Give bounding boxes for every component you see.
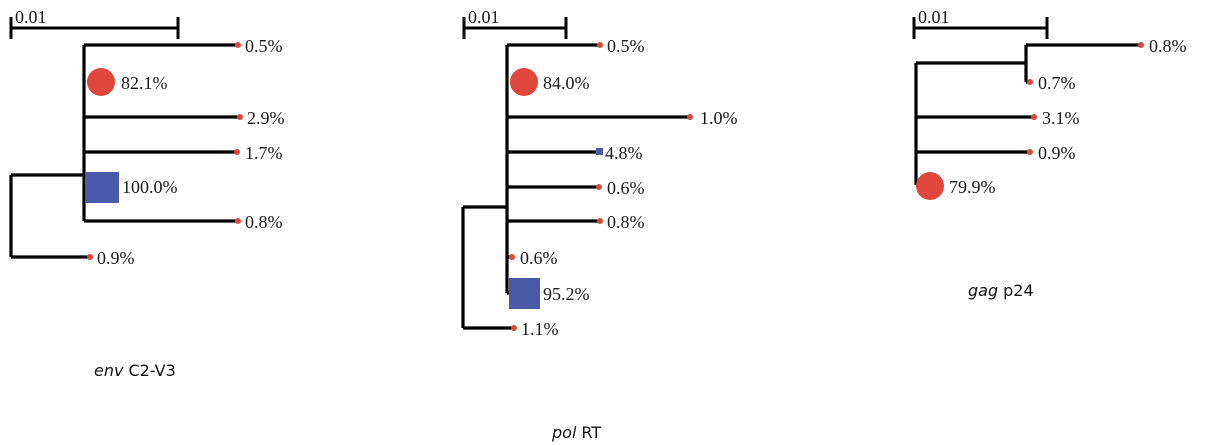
tree-caption: gag p24 (968, 281, 1034, 300)
leaf-label: 95.2% (543, 284, 590, 304)
dot-marker (235, 218, 241, 224)
leaf-label: 3.1% (1042, 108, 1080, 128)
scale-label: 0.01 (468, 7, 500, 27)
dot-marker (1027, 79, 1033, 85)
circle-marker (916, 172, 944, 200)
leaf-label: 1.7% (245, 143, 283, 163)
scale-label: 0.01 (918, 7, 950, 27)
dot-marker (1031, 114, 1037, 120)
leaf-label: 0.8% (1149, 36, 1187, 56)
leaf-label: 1.0% (700, 108, 738, 128)
leaf-label: 0.7% (1038, 73, 1076, 93)
leaf-labels: 0.5% 84.0% 1.0% 4.8% 0.6% 0.8% 0.6% 95.2… (520, 36, 738, 339)
leaf-label: 0.5% (607, 36, 645, 56)
leaf-label: 0.8% (607, 212, 645, 232)
dot-marker (235, 42, 241, 48)
leaf-label: 0.6% (607, 178, 645, 198)
caption-gene: pol (551, 423, 577, 442)
caption-region: p24 (1003, 281, 1034, 300)
tree-pol: 0.01 0.5% 84.0% (461, 7, 738, 442)
leaf-markers (916, 42, 1144, 200)
square-marker (509, 278, 540, 309)
scale-bar: 0.01 (9, 7, 180, 39)
tree-gag: 0.01 0.8% 0.7% 3.1% 0.9% 79.9% gag p24 (912, 7, 1187, 300)
scale-bar: 0.01 (912, 7, 1049, 39)
leaf-labels: 0.8% 0.7% 3.1% 0.9% 79.9% (949, 36, 1187, 197)
leaf-labels: 0.5% 82.1% 2.9% 1.7% 100.0% 0.8% 0.9% (97, 36, 285, 268)
circle-marker (87, 68, 115, 96)
dot-marker (597, 218, 603, 224)
caption-region: RT (581, 423, 601, 442)
dot-marker (511, 325, 517, 331)
branches (461, 43, 690, 330)
leaf-label: 82.1% (121, 73, 168, 93)
leaf-markers (85, 42, 243, 260)
square-marker (596, 148, 603, 155)
scale-bar: 0.01 (462, 7, 568, 39)
dot-marker (1027, 149, 1033, 155)
branches (9, 43, 240, 259)
leaf-label: 0.8% (245, 212, 283, 232)
square-marker (85, 172, 119, 203)
tree-caption: pol RT (551, 423, 601, 442)
dot-marker (87, 254, 93, 260)
leaf-label: 100.0% (122, 177, 178, 197)
circle-marker (510, 68, 538, 96)
leaf-label: 0.9% (97, 248, 135, 268)
branches (914, 43, 1141, 187)
leaf-label: 2.9% (247, 108, 285, 128)
dot-marker (687, 114, 693, 120)
leaf-label: 4.8% (605, 143, 643, 163)
leaf-label: 0.6% (520, 248, 558, 268)
caption-region: C2-V3 (128, 361, 175, 380)
dot-marker (509, 254, 515, 260)
dot-marker (1138, 42, 1144, 48)
leaf-label: 1.1% (521, 319, 559, 339)
dot-marker (597, 42, 603, 48)
leaf-markers (509, 42, 693, 331)
tree-caption: env C2-V3 (94, 361, 176, 380)
dot-marker (596, 184, 602, 190)
leaf-label: 84.0% (543, 73, 590, 93)
dot-marker (237, 114, 243, 120)
leaf-label: 0.9% (1038, 143, 1076, 163)
caption-gene: env (94, 361, 124, 380)
leaf-label: 79.9% (949, 177, 996, 197)
tree-env: 0.01 0.5% 82.1% 2.9% 1.7% 100.0% (9, 7, 285, 380)
dot-marker (234, 149, 240, 155)
leaf-label: 0.5% (245, 36, 283, 56)
caption-gene: gag (968, 281, 998, 300)
scale-label: 0.01 (15, 7, 47, 27)
